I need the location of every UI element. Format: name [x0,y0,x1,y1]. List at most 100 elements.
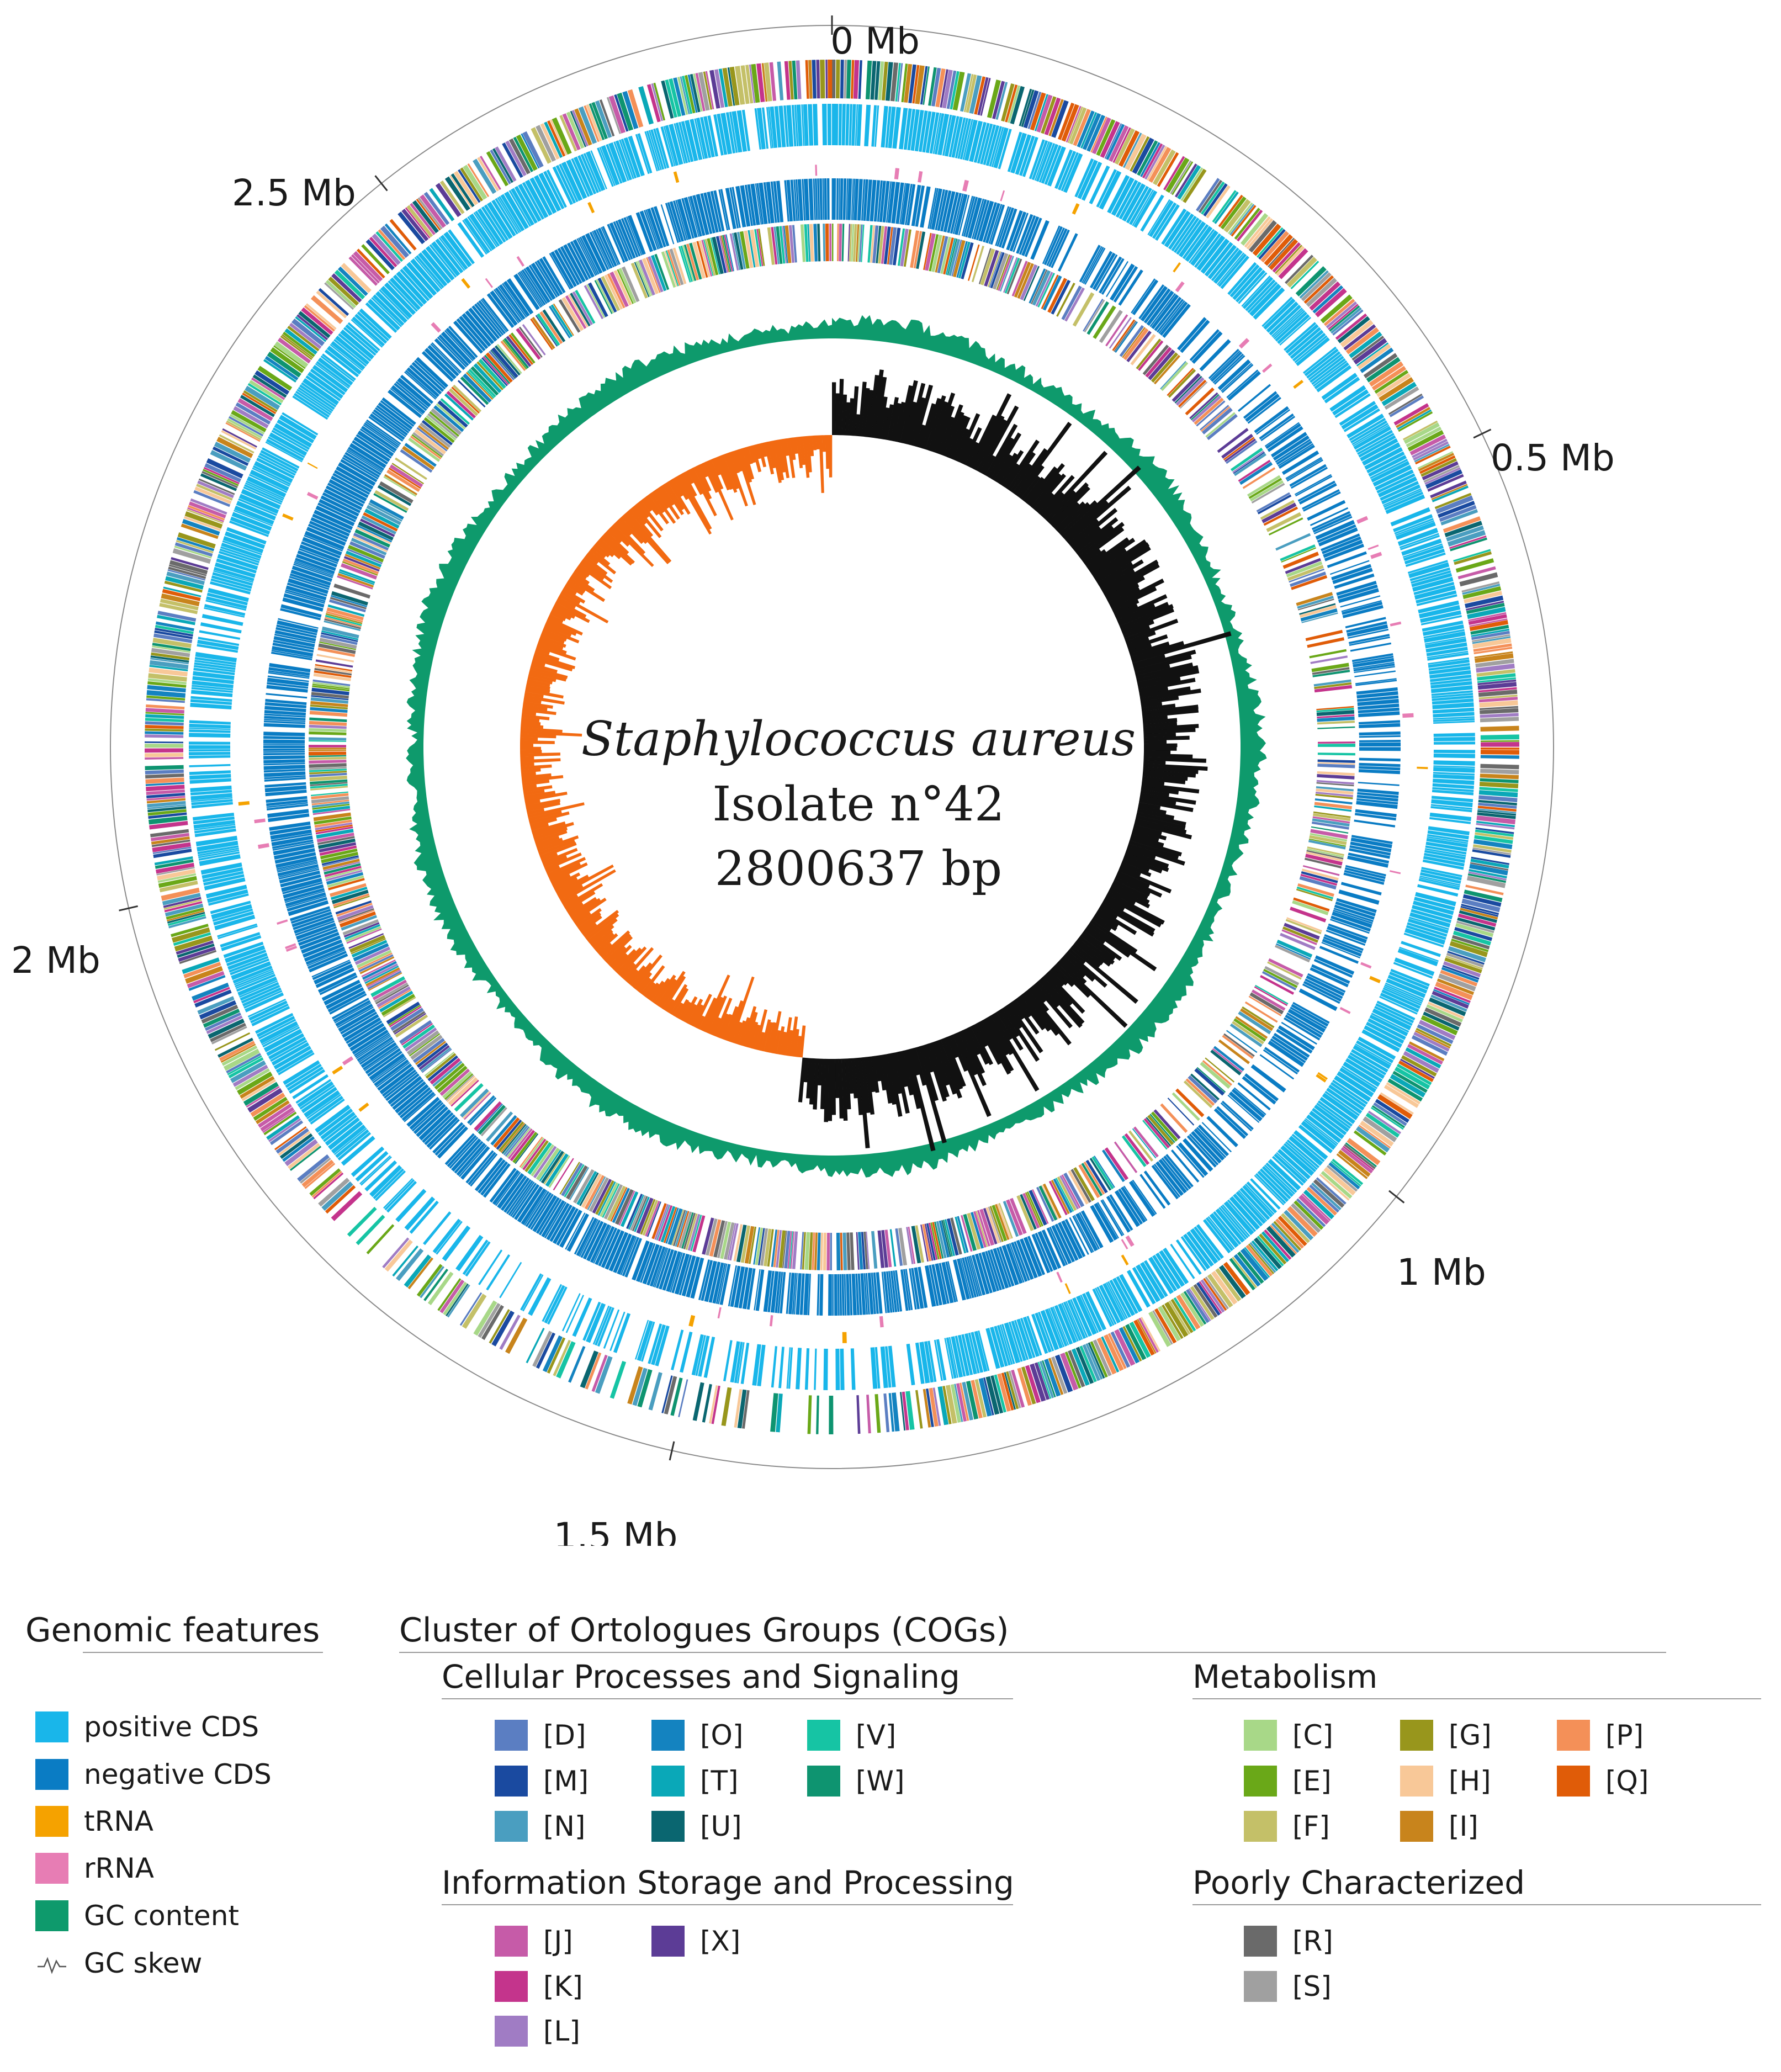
feature-arc [1246,1181,1278,1213]
feature-arc [156,867,195,876]
feature-arc [321,632,358,642]
gc-skew-bar [884,404,894,440]
feature-arc [343,558,379,575]
gc-skew-bar [611,524,654,567]
feature-arc [1057,1176,1077,1211]
feature-arc [878,61,884,100]
feature-arc [1004,1372,1016,1410]
feature-arc [1021,89,1035,128]
feature-arc [744,1226,755,1264]
gc-skew-bar [1142,704,1199,715]
feature-arc [1153,1109,1181,1140]
feature-arc [352,1029,389,1055]
feature-arc [808,104,814,146]
feature-arc [359,1155,391,1185]
feature-arc [359,308,392,340]
feature-arc [338,1008,376,1032]
feature-arc [599,147,616,186]
feature-arc [558,299,581,333]
feature-arc [1427,650,1469,659]
feature-arc [1437,978,1475,995]
feature-arc [291,911,332,928]
feature-arc [315,826,353,835]
feature-arc [1237,1082,1271,1111]
feature-arc [918,1266,928,1308]
feature-arc [1466,602,1505,614]
feature-arc [490,149,511,184]
feature-arc [1311,826,1349,834]
feature-arc [434,1124,466,1156]
feature-arc [358,954,394,972]
feature-arc [283,593,325,608]
feature-arc [220,932,261,948]
feature-arc [306,949,346,967]
feature-arc [468,1152,496,1185]
feature-arc [950,71,960,110]
feature-arc [953,1259,966,1301]
feature-arc [1253,1237,1282,1269]
feature-arc [318,643,356,654]
feature-arc [242,393,277,415]
feature-arc [850,1348,856,1390]
feature-arc [1009,211,1027,252]
feature-arc [1293,380,1304,389]
feature-arc [285,589,326,602]
feature-arc [1148,147,1172,183]
feature-arc [1222,1204,1250,1237]
feature-arc [375,984,409,1005]
feature-arc [1006,1243,1023,1284]
gc-skew-bar [851,1058,858,1099]
feature-arc [559,163,579,203]
feature-arc [431,342,462,373]
feature-arc [1344,867,1386,879]
feature-arc [1139,1262,1165,1300]
feature-arc [1367,1018,1406,1040]
feature-arc [409,1033,441,1057]
feature-arc [715,1263,726,1304]
gc-skew-bar [962,427,982,465]
feature-arc [1306,851,1343,862]
feature-arc [1431,799,1473,808]
feature-arc [244,484,283,503]
feature-arc [1275,945,1310,963]
feature-arc [263,743,305,745]
feature-arc [1303,275,1334,304]
feature-arc [1440,969,1478,987]
gc-skew-bar [607,946,627,966]
feature-arc [1332,1079,1368,1105]
feature-arc [1326,1088,1363,1114]
gc-skew-bar [527,675,553,685]
feature-arc [815,165,818,176]
feature-arc [1148,349,1175,380]
feature-arc [1232,451,1264,473]
gc-skew-bar [555,875,589,894]
feature-arc [1132,137,1154,174]
gc-skew-bar [572,571,590,585]
feature-arc [263,736,305,740]
feature-arc [1308,838,1346,847]
feature-arc [1092,1288,1113,1327]
feature-arc [198,847,239,856]
feature-arc [1407,560,1448,574]
feature-arc [1313,811,1351,818]
feature-arc [1234,453,1266,476]
feature-arc [546,169,567,208]
feature-arc [948,116,960,157]
feature-arc [780,1271,786,1313]
feature-arc [145,753,184,757]
feature-arc [1457,566,1496,580]
feature-arc [1353,658,1395,667]
feature-arc [1309,835,1347,845]
feature-arc [1385,982,1424,1000]
feature-arc [1303,346,1337,374]
feature-arc [193,490,231,507]
feature-arc [784,1231,791,1269]
feature-arc [345,926,381,942]
feature-arc [753,1227,760,1265]
gc-skew-bar [593,932,614,951]
feature-arc [1285,919,1322,935]
feature-arc [924,1223,934,1261]
feature-arc [1058,151,1077,190]
feature-arc [1264,1229,1292,1260]
feature-arc [767,1270,775,1312]
